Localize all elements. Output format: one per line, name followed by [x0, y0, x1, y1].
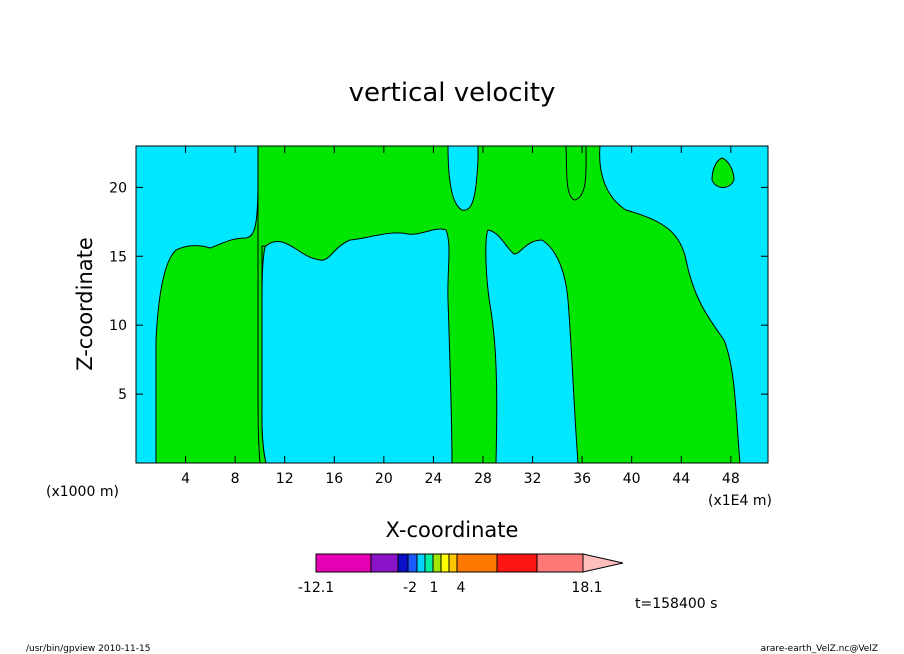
- x-tick-label: 44: [672, 471, 690, 487]
- positive-region-center: [257, 146, 741, 463]
- footer-left-label: /usr/bin/gpview 2010-11-15: [26, 644, 150, 654]
- colorbar-segment: [315, 553, 372, 573]
- colorbar-tick-label: -12.1: [298, 580, 334, 596]
- x-axis: 4 8 12 16 20 24 28 32 36 40 44 48: [181, 146, 740, 487]
- colorbar-segment: [456, 553, 498, 573]
- x-unit-label: (x1E4 m): [708, 493, 772, 509]
- colorbar-tick-label: -2: [403, 580, 417, 596]
- x-tick-label: 12: [276, 471, 294, 487]
- colorbar-segment: [407, 553, 418, 573]
- x-scale-label: (x1000 m): [46, 484, 119, 500]
- colorbar-extension: [582, 553, 624, 573]
- colorbar-segment: [370, 553, 399, 573]
- x-tick-label: 32: [524, 471, 542, 487]
- colorbar-labels: -12.1 -2 1 4 18.1: [298, 580, 603, 596]
- colorbar-tick-label: 18.1: [571, 580, 602, 596]
- x-tick-label: 24: [424, 471, 442, 487]
- x-axis-label: X-coordinate: [386, 518, 519, 542]
- colorbar-segment: [397, 553, 409, 573]
- colorbar: [315, 553, 624, 573]
- x-tick-label: 40: [623, 471, 641, 487]
- footer-right-label: arare-earth_VelZ.nc@VelZ: [761, 644, 878, 654]
- y-tick-label: 10: [109, 318, 127, 334]
- y-tick-label: 15: [109, 249, 127, 265]
- colorbar-segment: [424, 553, 434, 573]
- plot-frame: [135, 145, 769, 464]
- positive-region-small-patch: [711, 157, 735, 188]
- y-axis: 5 10 15 20: [109, 180, 768, 403]
- time-label: t=158400 s: [635, 596, 717, 612]
- colorbar-segment: [416, 553, 426, 573]
- x-tick-label: 28: [474, 471, 492, 487]
- x-tick-label: 16: [325, 471, 343, 487]
- chart-title: vertical velocity: [349, 78, 556, 108]
- colorbar-tick-label: 4: [457, 580, 466, 596]
- colorbar-segment: [496, 553, 538, 573]
- x-tick-label: 36: [573, 471, 591, 487]
- contour-field: [136, 146, 768, 463]
- y-axis-label: Z-coordinate: [73, 237, 97, 371]
- x-tick-label: 8: [231, 471, 240, 487]
- colorbar-segment: [440, 553, 450, 573]
- colorbar-segment: [432, 553, 442, 573]
- y-tick-label: 5: [118, 387, 127, 403]
- x-tick-label: 4: [181, 471, 190, 487]
- x-tick-label: 48: [722, 471, 740, 487]
- y-tick-label: 20: [109, 180, 127, 196]
- colorbar-tick-label: 1: [430, 580, 439, 596]
- x-tick-label: 20: [375, 471, 393, 487]
- colorbar-segment: [536, 553, 584, 573]
- colorbar-segment: [448, 553, 458, 573]
